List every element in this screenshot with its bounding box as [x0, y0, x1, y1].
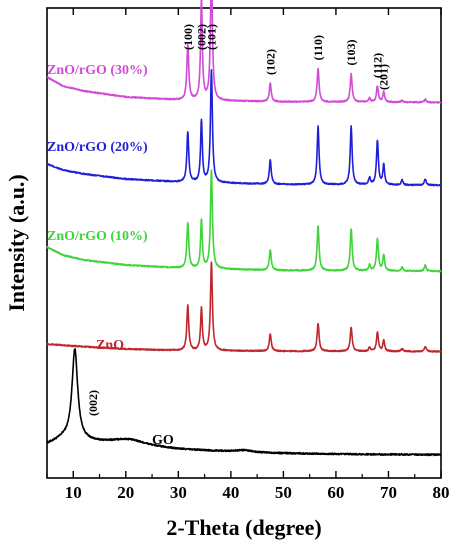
series-line-3 — [46, 69, 442, 187]
x-tick-label-10: 10 — [65, 483, 82, 502]
x-tick-label-30: 30 — [170, 483, 187, 502]
y-axis-label: Intensity (a.u.) — [4, 174, 29, 312]
series-label-0: GO — [152, 433, 174, 448]
x-tick-label-80: 80 — [433, 483, 450, 502]
series-group — [46, 0, 442, 457]
series-label-1: ZnO — [96, 338, 124, 353]
x-axis-tick-labels: 10 20 30 40 50 60 70 80 — [65, 483, 450, 502]
x-tick-label-20: 20 — [117, 483, 134, 502]
hkl-label-1: (002) — [194, 24, 208, 50]
x-tick-label-50: 50 — [275, 483, 292, 502]
series-line-0 — [46, 348, 442, 457]
x-tick-label-70: 70 — [380, 483, 397, 502]
hkl-label-7: (201) — [377, 64, 391, 90]
plot-frame — [46, 7, 442, 479]
hkl-label-4: (110) — [311, 35, 325, 60]
series-label-4: ZnO/rGO (30%) — [47, 63, 148, 78]
series-label-2: ZnO/rGO (10%) — [47, 229, 148, 244]
series-line-1 — [46, 261, 442, 353]
series-label-3: ZnO/rGO (20%) — [47, 140, 148, 155]
x-axis-label: 2-Theta (degree) — [166, 515, 321, 540]
x-axis-ticks — [46, 8, 442, 478]
hkl-label-3: (102) — [263, 49, 277, 75]
hkl-label-2: (101) — [204, 24, 218, 50]
series-line-2 — [46, 169, 442, 273]
x-tick-label-40: 40 — [222, 483, 239, 502]
go-peak-label: (002) — [86, 390, 100, 416]
x-tick-label-60: 60 — [327, 483, 344, 502]
annotations-group: GO ZnO ZnO/rGO (10%) ZnO/rGO (20%) ZnO/rGO (… — [47, 24, 391, 448]
hkl-label-6: (112) — [370, 53, 384, 78]
hkl-label-5: (103) — [344, 40, 358, 66]
hkl-label-0: (100) — [181, 24, 195, 50]
series-line-4 — [46, 0, 442, 104]
